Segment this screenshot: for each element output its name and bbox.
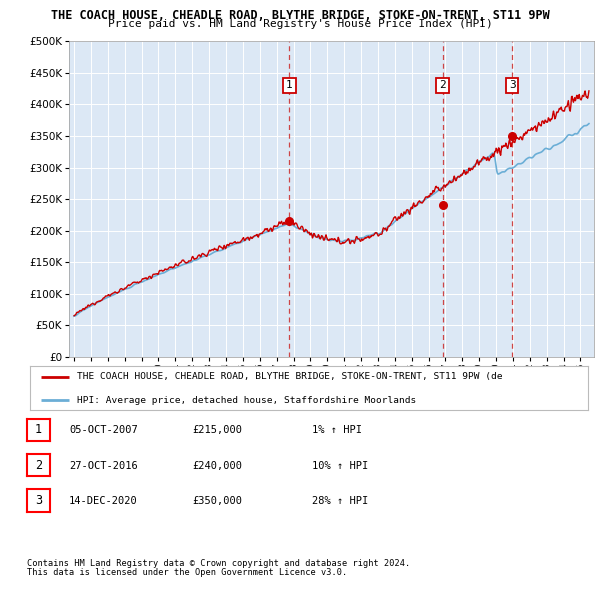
Text: Contains HM Land Registry data © Crown copyright and database right 2024.: Contains HM Land Registry data © Crown c… (27, 559, 410, 568)
Text: 28% ↑ HPI: 28% ↑ HPI (312, 496, 368, 506)
Text: 1: 1 (286, 80, 293, 90)
Text: THE COACH HOUSE, CHEADLE ROAD, BLYTHE BRIDGE, STOKE-ON-TRENT, ST11 9PW: THE COACH HOUSE, CHEADLE ROAD, BLYTHE BR… (50, 9, 550, 22)
Text: 14-DEC-2020: 14-DEC-2020 (69, 496, 138, 506)
Text: 2: 2 (439, 80, 446, 90)
Text: HPI: Average price, detached house, Staffordshire Moorlands: HPI: Average price, detached house, Staf… (77, 396, 416, 405)
Text: 1% ↑ HPI: 1% ↑ HPI (312, 425, 362, 435)
Text: 27-OCT-2016: 27-OCT-2016 (69, 461, 138, 471)
Text: THE COACH HOUSE, CHEADLE ROAD, BLYTHE BRIDGE, STOKE-ON-TRENT, ST11 9PW (de: THE COACH HOUSE, CHEADLE ROAD, BLYTHE BR… (77, 372, 503, 381)
Text: 10% ↑ HPI: 10% ↑ HPI (312, 461, 368, 471)
Text: 2: 2 (35, 458, 42, 471)
Text: £215,000: £215,000 (192, 425, 242, 435)
Text: 1: 1 (35, 423, 42, 436)
Text: Price paid vs. HM Land Registry's House Price Index (HPI): Price paid vs. HM Land Registry's House … (107, 19, 493, 29)
Text: 05-OCT-2007: 05-OCT-2007 (69, 425, 138, 435)
Text: 3: 3 (509, 80, 515, 90)
Text: £350,000: £350,000 (192, 496, 242, 506)
Text: This data is licensed under the Open Government Licence v3.0.: This data is licensed under the Open Gov… (27, 568, 347, 577)
Text: 3: 3 (35, 494, 42, 507)
Text: £240,000: £240,000 (192, 461, 242, 471)
